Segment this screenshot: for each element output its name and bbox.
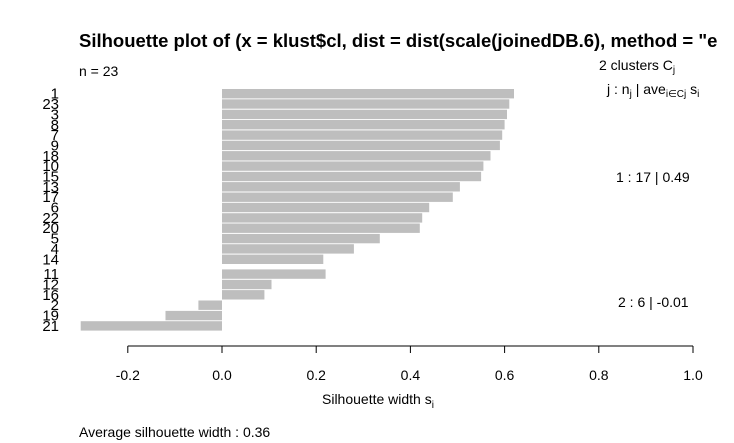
silhouette-bar-19 bbox=[165, 310, 222, 321]
column-legend: j : nj | avei∈Cj si bbox=[606, 81, 699, 100]
observation-label: 17 bbox=[42, 189, 59, 206]
x-axis: -0.2 0.0 0.2 0.4 0.6 0.8 1.0 bbox=[116, 345, 703, 383]
cluster-1-summary: 1 : 17 | 0.49 bbox=[616, 169, 690, 185]
silhouette-bar-4 bbox=[222, 244, 354, 254]
silhouette-bar-9 bbox=[222, 140, 500, 151]
silhouette-bar-2 bbox=[198, 300, 222, 310]
observation-label: 19 bbox=[42, 308, 59, 325]
observation-label: 14 bbox=[42, 251, 59, 268]
observation-label: 23 bbox=[42, 96, 59, 113]
plot-title: Silhouette plot of (x = klust$cl, dist =… bbox=[79, 30, 717, 51]
observation-label: 3 bbox=[51, 106, 59, 123]
observation-label: 13 bbox=[42, 179, 59, 196]
silhouette-bar-7 bbox=[222, 130, 503, 140]
observation-label: 10 bbox=[42, 158, 59, 175]
observation-label: 4 bbox=[51, 241, 59, 258]
silhouette-bar-8 bbox=[222, 120, 505, 130]
observation-label: 16 bbox=[42, 287, 59, 304]
bars-layer bbox=[80, 89, 514, 331]
x-tick-label: 0.4 bbox=[401, 367, 421, 383]
silhouette-bar-22 bbox=[222, 213, 423, 223]
observation-label: 8 bbox=[51, 117, 59, 134]
clusters-heading: 2 clusters Cj bbox=[599, 57, 675, 76]
silhouette-bar-21 bbox=[80, 321, 222, 331]
silhouette-bar-13 bbox=[222, 182, 460, 192]
x-tick-label: 0.0 bbox=[212, 367, 232, 383]
observation-label: 7 bbox=[51, 127, 59, 144]
observation-label: 5 bbox=[51, 231, 59, 248]
average-silhouette-width: Average silhouette width : 0.36 bbox=[79, 424, 270, 440]
silhouette-bar-11 bbox=[222, 269, 326, 279]
silhouette-bar-16 bbox=[222, 290, 265, 300]
silhouette-bar-14 bbox=[222, 254, 324, 264]
x-tick-label: 0.6 bbox=[495, 367, 515, 383]
cluster-2-summary: 2 : 6 | -0.01 bbox=[618, 294, 689, 310]
silhouette-bar-3 bbox=[222, 109, 507, 120]
silhouette-bar-23 bbox=[222, 99, 510, 109]
observation-label: 22 bbox=[42, 210, 59, 227]
silhouette-bar-1 bbox=[222, 89, 514, 99]
silhouette-bar-12 bbox=[222, 279, 272, 290]
silhouette-bar-17 bbox=[222, 192, 453, 202]
x-tick-label: 0.8 bbox=[589, 367, 609, 383]
observation-label: 1 bbox=[51, 86, 59, 103]
x-tick-label: 0.2 bbox=[306, 367, 326, 383]
observation-label: 9 bbox=[51, 137, 59, 154]
n-count: n = 23 bbox=[79, 63, 119, 79]
observation-label: 11 bbox=[43, 266, 59, 283]
x-tick-label: 1.0 bbox=[683, 367, 703, 383]
silhouette-bar-15 bbox=[222, 171, 482, 182]
observation-label: 15 bbox=[42, 169, 59, 186]
x-axis-label: Silhouette width si bbox=[322, 391, 434, 411]
observation-label: 20 bbox=[42, 220, 59, 237]
observation-label: 2 bbox=[51, 297, 59, 314]
observation-label: 18 bbox=[42, 148, 59, 165]
observation-label: 21 bbox=[42, 318, 59, 335]
silhouette-bar-10 bbox=[222, 161, 484, 171]
silhouette-bar-5 bbox=[222, 233, 380, 244]
silhouette-bar-6 bbox=[222, 202, 430, 213]
silhouette-bar-20 bbox=[222, 223, 420, 233]
x-tick-label: -0.2 bbox=[116, 367, 140, 383]
silhouette-bar-18 bbox=[222, 151, 491, 161]
observation-label: 12 bbox=[42, 277, 59, 294]
observation-label: 6 bbox=[51, 200, 59, 217]
